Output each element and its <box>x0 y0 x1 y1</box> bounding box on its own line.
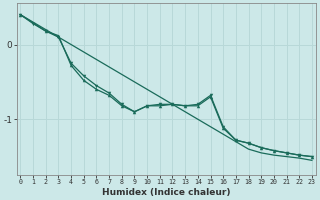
X-axis label: Humidex (Indice chaleur): Humidex (Indice chaleur) <box>102 188 230 197</box>
